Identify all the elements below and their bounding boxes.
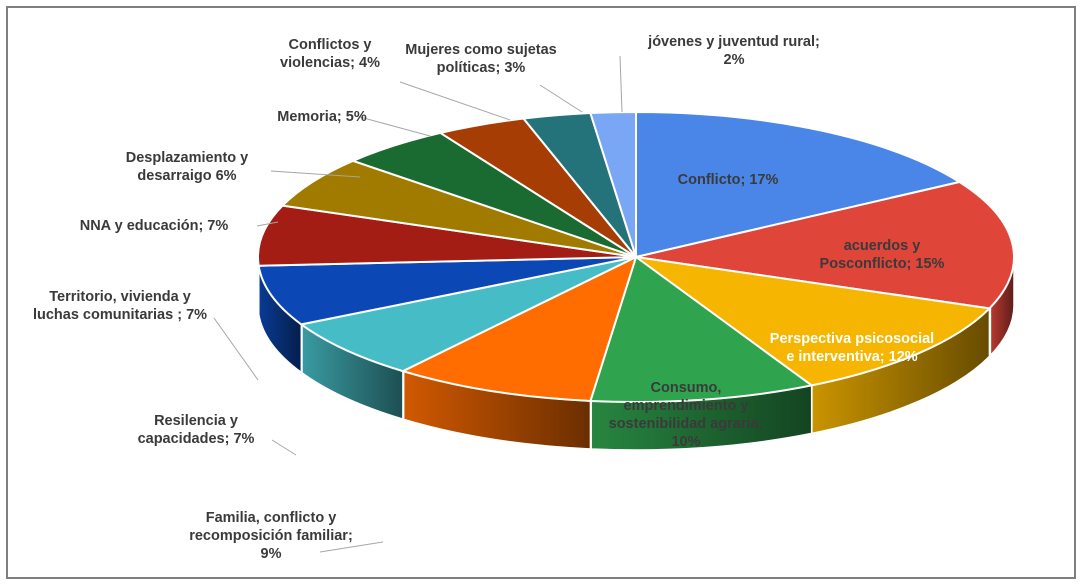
slice-label: Conflictos y violencias; 4% (280, 37, 380, 71)
leader-line (271, 439, 297, 456)
slice-label: Familia, conflicto y recomposición famili… (189, 510, 353, 562)
leader-line (256, 221, 279, 227)
pie-slice (635, 256, 992, 387)
leader-line (270, 170, 361, 178)
slice-label: Memoria; 5% (277, 109, 367, 125)
slice-label: Resilencia y capacidades; 7% (138, 413, 255, 447)
leader-line (619, 55, 623, 113)
slice-label: Desplazamiento y desarraigo 6% (126, 150, 249, 184)
pie-slice (257, 204, 637, 267)
pie-slice (589, 110, 637, 258)
leader-line (399, 81, 511, 121)
pie-slice (298, 256, 637, 373)
pie-slice (635, 180, 1015, 310)
leader-line (319, 541, 384, 553)
leader-line (359, 116, 431, 137)
pie-slice (589, 255, 815, 404)
pie-slice (280, 159, 637, 258)
slice-label: Territorio, vivienda y luchas comunitaria… (33, 289, 207, 323)
slice-label: Mujeres como sujetas políticas; 3% (405, 42, 557, 76)
pie-slice (635, 110, 963, 259)
pie-slice (400, 255, 638, 402)
slice-label: Consumo, emprendimiento y sostenibilidad a… (609, 380, 764, 450)
slice-label: Perspectiva psicosocial e interventiva; 1… (770, 331, 934, 365)
leader-line (539, 84, 583, 113)
slice-label: Conflicto; 17% (678, 172, 779, 188)
pie-slice (257, 256, 637, 326)
slice-label: jóvenes y juventud rural; 2% (647, 34, 820, 68)
leader-line (213, 317, 259, 381)
slice-label: acuerdos y Posconflicto; 15% (820, 238, 945, 272)
slice-label: NNA y educación; 7% (80, 218, 229, 234)
